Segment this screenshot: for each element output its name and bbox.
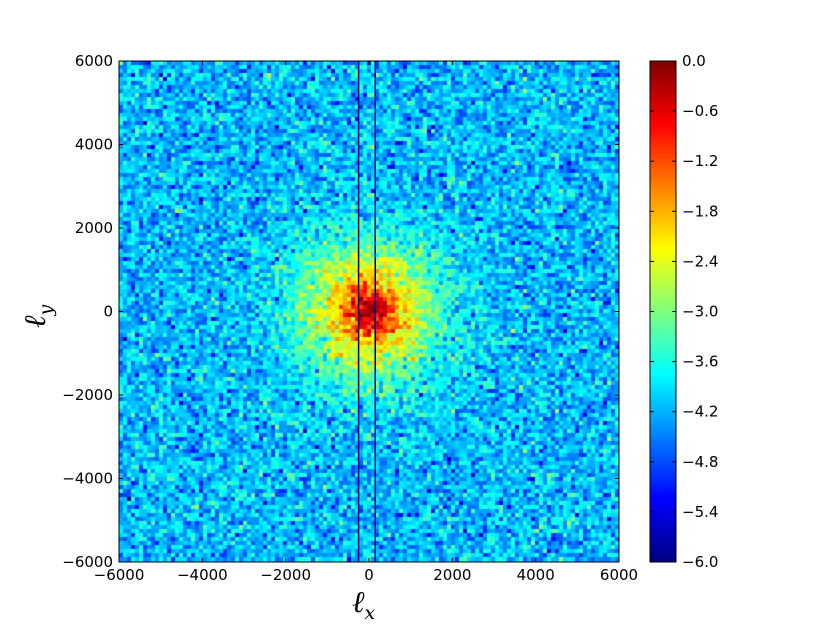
y-tick-label: 2000 — [75, 219, 113, 237]
heatmap-image — [119, 61, 619, 562]
y-tick-label: 6000 — [75, 52, 113, 70]
colorbar-tick-label: −4.2 — [682, 403, 718, 421]
colorbar-tick-label: −1.2 — [682, 152, 718, 170]
y-tick-label: 0 — [103, 303, 113, 321]
y-axis-ticks: −6000 −4000 −2000 0 2000 4000 6000 — [62, 52, 619, 571]
plot-frame — [118, 60, 620, 563]
x-tick-label: 6000 — [600, 566, 638, 584]
colorbar-tick-label: −4.8 — [682, 453, 718, 471]
y-tick-label: −6000 — [62, 553, 113, 571]
x-tick-label: 2000 — [433, 566, 471, 584]
vertical-lines — [357, 61, 376, 562]
y-tick-label: −4000 — [62, 470, 113, 488]
colorbar-tick-label: −5.4 — [682, 503, 718, 521]
x-axis-ticks: −6000 −4000 −2000 0 2000 4000 6000 — [94, 61, 638, 584]
colorbar-tick-label: −0.6 — [682, 102, 718, 120]
colorbar-tick-label: −1.8 — [682, 202, 718, 220]
x-axis-label: ℓx — [352, 585, 376, 624]
x-tick-label: −2000 — [260, 566, 311, 584]
y-tick-label: 4000 — [75, 136, 113, 154]
colorbar-ticks: 0.0 −0.6 −1.2 −1.8 −2.4 −3.0 −3.6 −4.2 −4.8 −5.4 −… — [650, 52, 718, 571]
colorbar-tick-label: −3.6 — [682, 353, 718, 371]
y-tick-label: −2000 — [62, 386, 113, 404]
colorbar-tick-label: −2.4 — [682, 252, 718, 270]
colorbar-tick-label: −6.0 — [682, 553, 718, 571]
colorbar-gradient — [650, 61, 676, 562]
y-axis-label: ℓy — [18, 305, 57, 329]
x-tick-label: 0 — [364, 566, 374, 584]
colorbar-tick-label: −3.0 — [682, 303, 718, 321]
x-tick-label: −4000 — [177, 566, 228, 584]
x-tick-label: −6000 — [94, 566, 145, 584]
colorbar-tick-label: 0.0 — [682, 52, 706, 70]
x-tick-label: 4000 — [517, 566, 555, 584]
